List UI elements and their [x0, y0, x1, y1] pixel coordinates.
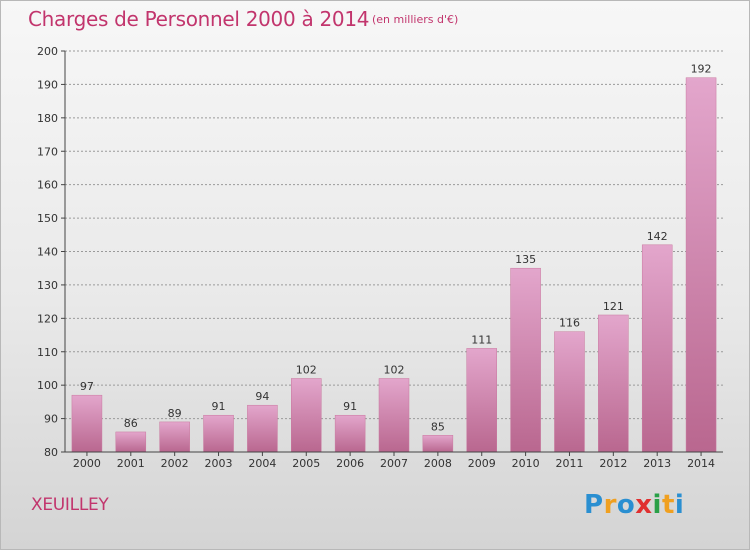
value-label: 111: [471, 333, 492, 346]
x-tick-label: 2000: [73, 457, 101, 470]
chart-subtitle: (en milliers d'€): [372, 13, 459, 26]
y-tick-label: 120: [37, 312, 58, 325]
x-tick-label: 2001: [117, 457, 145, 470]
bar-2011: [554, 331, 585, 453]
x-tick-label: 2008: [424, 457, 452, 470]
value-label: 85: [431, 420, 445, 433]
logo-letter: i: [652, 490, 662, 520]
x-tick-label: 2014: [687, 457, 715, 470]
logo-letter: r: [603, 490, 617, 520]
bar-2003: [203, 414, 234, 453]
x-tick-label: 2007: [380, 457, 408, 470]
bar-2012: [598, 314, 629, 453]
value-label: 91: [343, 400, 357, 413]
bar-2009: [466, 348, 497, 453]
value-label: 86: [124, 417, 138, 430]
value-label: 97: [80, 380, 94, 393]
value-label: 142: [647, 230, 668, 243]
value-label: 102: [296, 363, 317, 376]
bar-2013: [641, 244, 673, 453]
x-tick-label: 2009: [468, 457, 496, 470]
value-label: 135: [515, 253, 536, 266]
bar-2007: [378, 378, 410, 453]
bar-2001: [115, 431, 147, 453]
x-tick-label: 2012: [599, 457, 627, 470]
bar-2002: [159, 421, 190, 453]
value-label: 116: [559, 317, 580, 330]
x-tick-label: 2011: [555, 457, 583, 470]
bar-2006: [334, 414, 366, 453]
commune-name: XEUILLEY: [31, 495, 109, 515]
y-tick-label: 110: [37, 346, 58, 359]
value-label: 102: [384, 363, 405, 376]
value-label: 121: [603, 300, 624, 313]
x-tick-label: 2003: [205, 457, 233, 470]
bar-2014: [685, 77, 717, 453]
x-tick-label: 2004: [248, 457, 276, 470]
y-tick-label: 200: [37, 45, 58, 58]
bar-2004: [247, 404, 278, 453]
y-tick-label: 100: [37, 379, 58, 392]
x-tick-label: 2010: [512, 457, 540, 470]
y-tick-label: 190: [37, 78, 58, 91]
proxiti-logo[interactable]: Proxiti: [584, 490, 684, 520]
y-tick-label: 130: [37, 279, 58, 292]
bar-2005: [291, 378, 322, 453]
y-tick-label: 170: [37, 145, 58, 158]
y-tick-label: 150: [37, 212, 58, 225]
y-tick-label: 80: [44, 446, 58, 459]
y-tick-label: 160: [37, 179, 58, 192]
value-label: 94: [255, 390, 269, 403]
chart-title: Charges de Personnel 2000 à 2014: [28, 7, 370, 31]
bar-2000: [71, 394, 103, 453]
value-label: 192: [691, 63, 712, 76]
y-tick-label: 140: [37, 246, 58, 259]
logo-letter: o: [616, 490, 636, 520]
logo-letter: t: [661, 490, 675, 520]
logo-letter: P: [584, 490, 604, 520]
x-tick-label: 2006: [336, 457, 364, 470]
bar-2010: [510, 267, 541, 453]
value-label: 91: [212, 400, 226, 413]
x-tick-label: 2002: [161, 457, 189, 470]
y-tick-label: 180: [37, 112, 58, 125]
value-label: 89: [168, 407, 182, 420]
bar-2008: [422, 435, 454, 453]
logo-letter: x: [635, 490, 653, 520]
y-tick-label: 90: [44, 413, 58, 426]
logo-letter: i: [674, 490, 685, 520]
x-tick-label: 2013: [643, 457, 671, 470]
x-tick-label: 2005: [292, 457, 320, 470]
